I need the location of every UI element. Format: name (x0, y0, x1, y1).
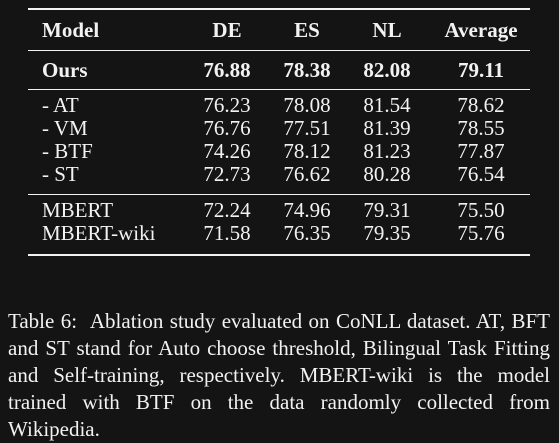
model-name: Ours (28, 50, 182, 90)
model-name: - BTF (42, 139, 93, 163)
caption-text: Ablation study evaluated on CoNLL datase… (8, 309, 550, 441)
header-cell: DE (182, 8, 272, 51)
table-row: MBERT-wiki 71.58 76.35 79.35 75.76 (28, 222, 530, 256)
score-cell: 77.87 (457, 139, 505, 163)
score-cell: 72.24 (203, 198, 251, 222)
score-cell: 76.76 (203, 116, 251, 140)
score-cell: 78.08 (283, 93, 331, 117)
model-name: - AT (42, 93, 79, 117)
score-cell: 71.58 (182, 222, 272, 256)
score-cell: 81.23 (363, 139, 411, 163)
model-name: - VM (42, 116, 88, 140)
table-row: MBERT 72.24 74.96 79.31 75.50 (28, 195, 530, 223)
score-cell: 75.50 (457, 198, 505, 222)
score-cell: 78.12 (283, 139, 331, 163)
caption-label: Table 6: (8, 309, 78, 333)
caption: Table 6: Ablation study evaluated on CoN… (8, 308, 550, 443)
header-cell: Average (432, 8, 530, 51)
score-cell: 78.38 (272, 50, 342, 90)
score-cell: 78.55 (457, 116, 505, 140)
score-cell: 80.28 (342, 163, 432, 195)
header-cell: NL (342, 8, 432, 51)
score-cell: 81.39 (363, 116, 411, 140)
model-name: MBERT (42, 198, 114, 222)
results-table: Model DE ES NL Average Ours 76.88 78.38 82.08 79.… (28, 8, 530, 256)
score-cell: 76.35 (272, 222, 342, 256)
score-cell: 79.31 (363, 198, 411, 222)
table-row: - BTF 74.26 78.12 81.23 77.87 (28, 140, 530, 163)
score-cell: 77.51 (283, 116, 331, 140)
header-cell: ES (272, 8, 342, 51)
table-row: - AT 76.23 78.08 81.54 78.62 (28, 90, 530, 118)
header-cell: Model (28, 8, 182, 51)
table-row: - VM 76.76 77.51 81.39 78.55 (28, 117, 530, 140)
header-row: Model DE ES NL Average (28, 8, 530, 51)
score-cell: 79.35 (342, 222, 432, 256)
score-cell: 75.76 (432, 222, 530, 256)
score-cell: 76.23 (203, 93, 251, 117)
score-cell: 82.08 (342, 50, 432, 90)
score-cell: 74.26 (203, 139, 251, 163)
score-cell: 76.88 (182, 50, 272, 90)
score-cell: 76.62 (272, 163, 342, 195)
table-row: Ours 76.88 78.38 82.08 79.11 (28, 50, 530, 90)
model-name: MBERT-wiki (28, 222, 182, 256)
model-name: - ST (28, 163, 182, 195)
score-cell: 78.62 (457, 93, 505, 117)
table-row: - ST 72.73 76.62 80.28 76.54 (28, 163, 530, 195)
score-cell: 81.54 (363, 93, 411, 117)
score-cell: 72.73 (182, 163, 272, 195)
score-cell: 76.54 (432, 163, 530, 195)
score-cell: 79.11 (432, 50, 530, 90)
score-cell: 74.96 (283, 198, 331, 222)
